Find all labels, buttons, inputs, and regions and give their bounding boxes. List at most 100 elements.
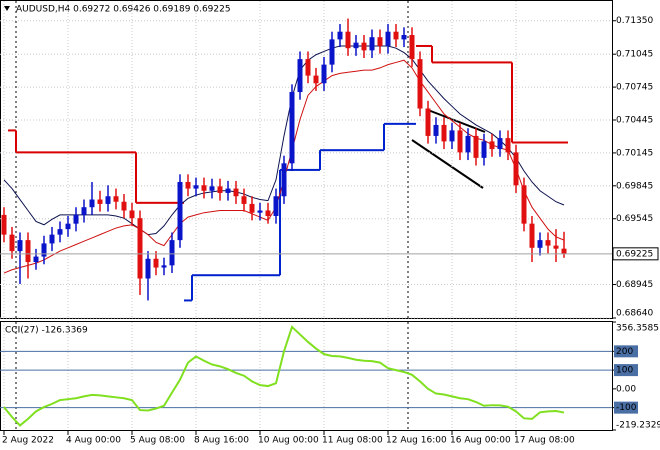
candle-body (57, 229, 63, 235)
candle-body (233, 188, 239, 197)
candle-body (9, 234, 15, 252)
candle-body (425, 108, 431, 136)
candle-body (449, 130, 455, 142)
candle-body (441, 124, 447, 142)
candle-body (305, 59, 311, 76)
candle-body (489, 141, 495, 150)
candle-body (17, 240, 23, 252)
candle-body (497, 138, 503, 150)
y-tick-label: 0.00 (616, 384, 636, 394)
candle-body (177, 181, 183, 241)
y-tick-label: 0.71350 (616, 16, 653, 26)
collapse-icon (4, 6, 10, 11)
candle-body (225, 188, 231, 193)
candle-body (321, 64, 327, 84)
candle-body (145, 258, 151, 279)
y-tick-label: -219.2329 (616, 421, 660, 431)
candle-body (265, 210, 271, 216)
candle-body (545, 240, 551, 246)
candle-body (529, 223, 535, 248)
y-tick-label: -100 (616, 403, 637, 413)
x-tick-label: 2 Aug 2022 (2, 436, 54, 446)
candle-body (561, 248, 567, 254)
candle-body (521, 185, 527, 224)
candle-body (209, 186, 215, 191)
candle-body (409, 35, 415, 60)
price-label-box (612, 247, 659, 261)
y-tick-label: 356.3585 (616, 324, 659, 334)
candle-body (313, 75, 319, 84)
candle-body (481, 141, 487, 158)
candle-body (193, 185, 199, 189)
candle-body (505, 138, 511, 153)
candle-body (65, 223, 71, 230)
candle-body (393, 31, 399, 40)
candle-body (73, 214, 79, 224)
y-tick-label: 0.70445 (616, 116, 653, 126)
candle-body (97, 199, 103, 204)
candle-body (465, 135, 471, 153)
candle-body (473, 135, 479, 158)
candle-body (89, 199, 95, 208)
y-tick-label: 0.70145 (616, 148, 653, 158)
x-tick-label: 8 Aug 16:00 (194, 436, 249, 446)
indicator-title: CCI(27) -126.3369 (5, 326, 88, 336)
x-tick-label: 4 Aug 00:00 (66, 436, 121, 446)
candle-body (361, 42, 367, 51)
candle-body (249, 203, 255, 213)
candle-body (257, 210, 263, 213)
cci-line (3, 325, 565, 427)
candle-body (169, 240, 175, 266)
candle-body (185, 181, 191, 189)
y-tick-label: 200 (616, 347, 633, 357)
y-tick-label: 0.68945 (616, 280, 653, 290)
candle-body (113, 196, 119, 202)
current-price: 0.69225 (616, 249, 653, 259)
x-tick-label: 10 Aug 00:00 (258, 436, 319, 446)
candle-body (161, 265, 167, 268)
x-tick-label: 11 Aug 08:00 (322, 436, 383, 446)
candle-body (121, 201, 127, 211)
candle-body (49, 234, 55, 244)
candle-body (137, 218, 143, 279)
candle-body (385, 31, 391, 46)
candle-body (537, 240, 543, 248)
candle-body (33, 256, 39, 263)
candle-body (81, 207, 87, 215)
y-tick-label: 100 (616, 366, 633, 376)
indicator-panel (0, 321, 613, 431)
candle-body (553, 245, 559, 249)
level-label-box (614, 364, 638, 377)
y-tick-label: 0.69845 (616, 181, 653, 191)
candle-body (105, 196, 111, 204)
level-label-box (614, 345, 638, 358)
candle-body (353, 42, 359, 49)
candle-body (433, 124, 439, 136)
candle-body (1, 214, 7, 235)
candle-body (401, 35, 407, 40)
x-tick-label: 12 Aug 16:00 (386, 436, 447, 446)
candle-body (297, 59, 303, 93)
candle-body (281, 163, 287, 197)
x-tick-label: 17 Aug 08:00 (514, 436, 575, 446)
candle-body (337, 31, 343, 40)
y-tick-label: 0.71045 (616, 50, 653, 60)
candle-body (25, 240, 31, 263)
candle-body (241, 196, 247, 204)
candle-body (289, 92, 295, 164)
candle-body (329, 39, 335, 65)
x-tick-label: 16 Aug 00:00 (450, 436, 511, 446)
y-tick-label: 0.68640 (616, 309, 653, 319)
level-label-box (614, 401, 638, 414)
candle-body (201, 185, 207, 191)
candle-body (377, 37, 383, 46)
candle-body (217, 186, 223, 193)
candle-body (417, 59, 423, 109)
candle-body (153, 258, 159, 268)
candle-body (457, 130, 463, 153)
candle-body (129, 210, 135, 219)
candle-body (369, 37, 375, 51)
candle-body (513, 152, 519, 186)
